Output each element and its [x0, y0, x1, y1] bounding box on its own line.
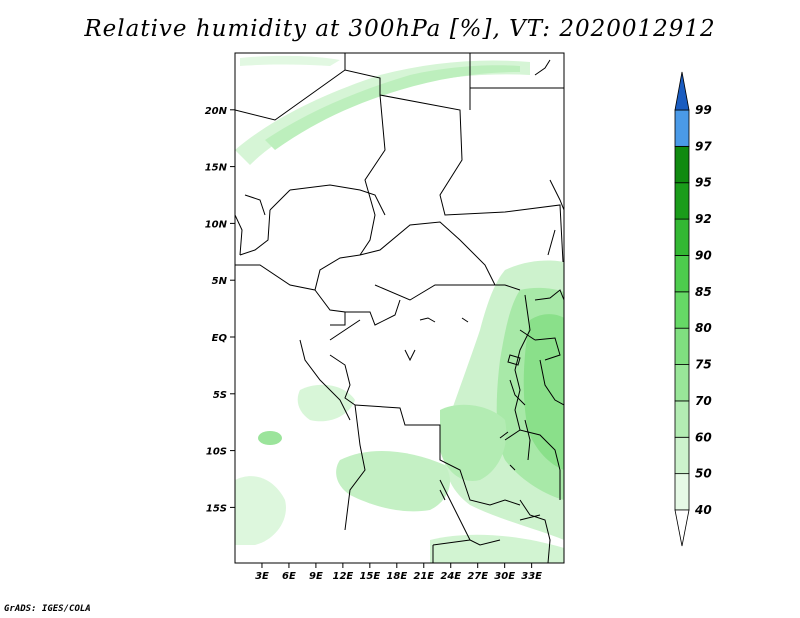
lon-tick-label: 21E	[413, 571, 434, 582]
lat-tick-label: 20N	[205, 106, 228, 117]
colorbar-box	[674, 255, 690, 293]
colorbar-box	[674, 400, 690, 438]
colorbar-label: 92	[695, 212, 712, 226]
colorbar-label: 60	[695, 430, 712, 444]
colorbar-label: 75	[695, 358, 712, 372]
colorbar-box	[674, 291, 690, 329]
colorbar-box	[674, 436, 690, 475]
humidity-field	[235, 55, 564, 563]
lon-tick-label: 3E	[255, 571, 269, 582]
colorbar-lower-triangle	[674, 509, 690, 547]
colorbar-box	[674, 473, 690, 511]
lat-tick-label: 15N	[205, 163, 228, 174]
lon-tick-label: 33E	[521, 571, 542, 582]
colorbar: 40 50 60 70 75 80 85 90 92 95 97 99	[674, 71, 712, 547]
lon-tick-label: 30E	[494, 571, 515, 582]
grads-credit: GrADS: IGES/COLA	[4, 604, 91, 614]
longitude-axis: 3E 6E 9E 12E 15E 18E 21E 24E 27E 30E 33E	[255, 563, 542, 582]
colorbar-label: 85	[695, 285, 712, 299]
lat-tick-label: 10N	[205, 219, 228, 230]
lon-tick-label: 18E	[386, 571, 407, 582]
lat-tick-label: 5N	[212, 276, 228, 287]
colorbar-box	[674, 145, 690, 184]
latitude-axis: 20N 15N 10N 5N EQ 5S 10S 15S	[205, 106, 235, 514]
country-borders	[235, 53, 564, 563]
lon-tick-label: 6E	[282, 571, 296, 582]
lon-tick-label: 12E	[332, 571, 353, 582]
colorbar-label: 99	[695, 103, 712, 117]
lat-tick-label: EQ	[212, 333, 228, 344]
lon-tick-label: 15E	[359, 571, 380, 582]
colorbar-label: 70	[695, 394, 712, 408]
colorbar-label: 97	[695, 139, 712, 153]
lon-tick-label: 27E	[467, 571, 488, 582]
colorbar-label: 80	[695, 321, 712, 335]
colorbar-label: 95	[695, 176, 712, 190]
lat-tick-label: 10S	[206, 447, 227, 458]
colorbar-label: 40	[694, 503, 712, 517]
lon-tick-label: 24E	[440, 571, 461, 582]
colorbar-box	[674, 109, 690, 147]
colorbar-box	[674, 218, 690, 256]
colorbar-box	[674, 182, 690, 220]
colorbar-box	[674, 364, 690, 402]
colorbar-box	[674, 327, 690, 365]
map-frame	[234, 52, 565, 564]
colorbar-upper-triangle	[674, 71, 690, 111]
chart-title: Relative humidity at 300hPa [%], VT: 202…	[84, 16, 716, 42]
colorbar-label: 90	[695, 248, 712, 262]
lat-tick-label: 15S	[206, 503, 227, 514]
lon-tick-label: 9E	[309, 571, 323, 582]
lat-tick-label: 5S	[213, 390, 227, 401]
colorbar-label: 50	[695, 467, 712, 481]
